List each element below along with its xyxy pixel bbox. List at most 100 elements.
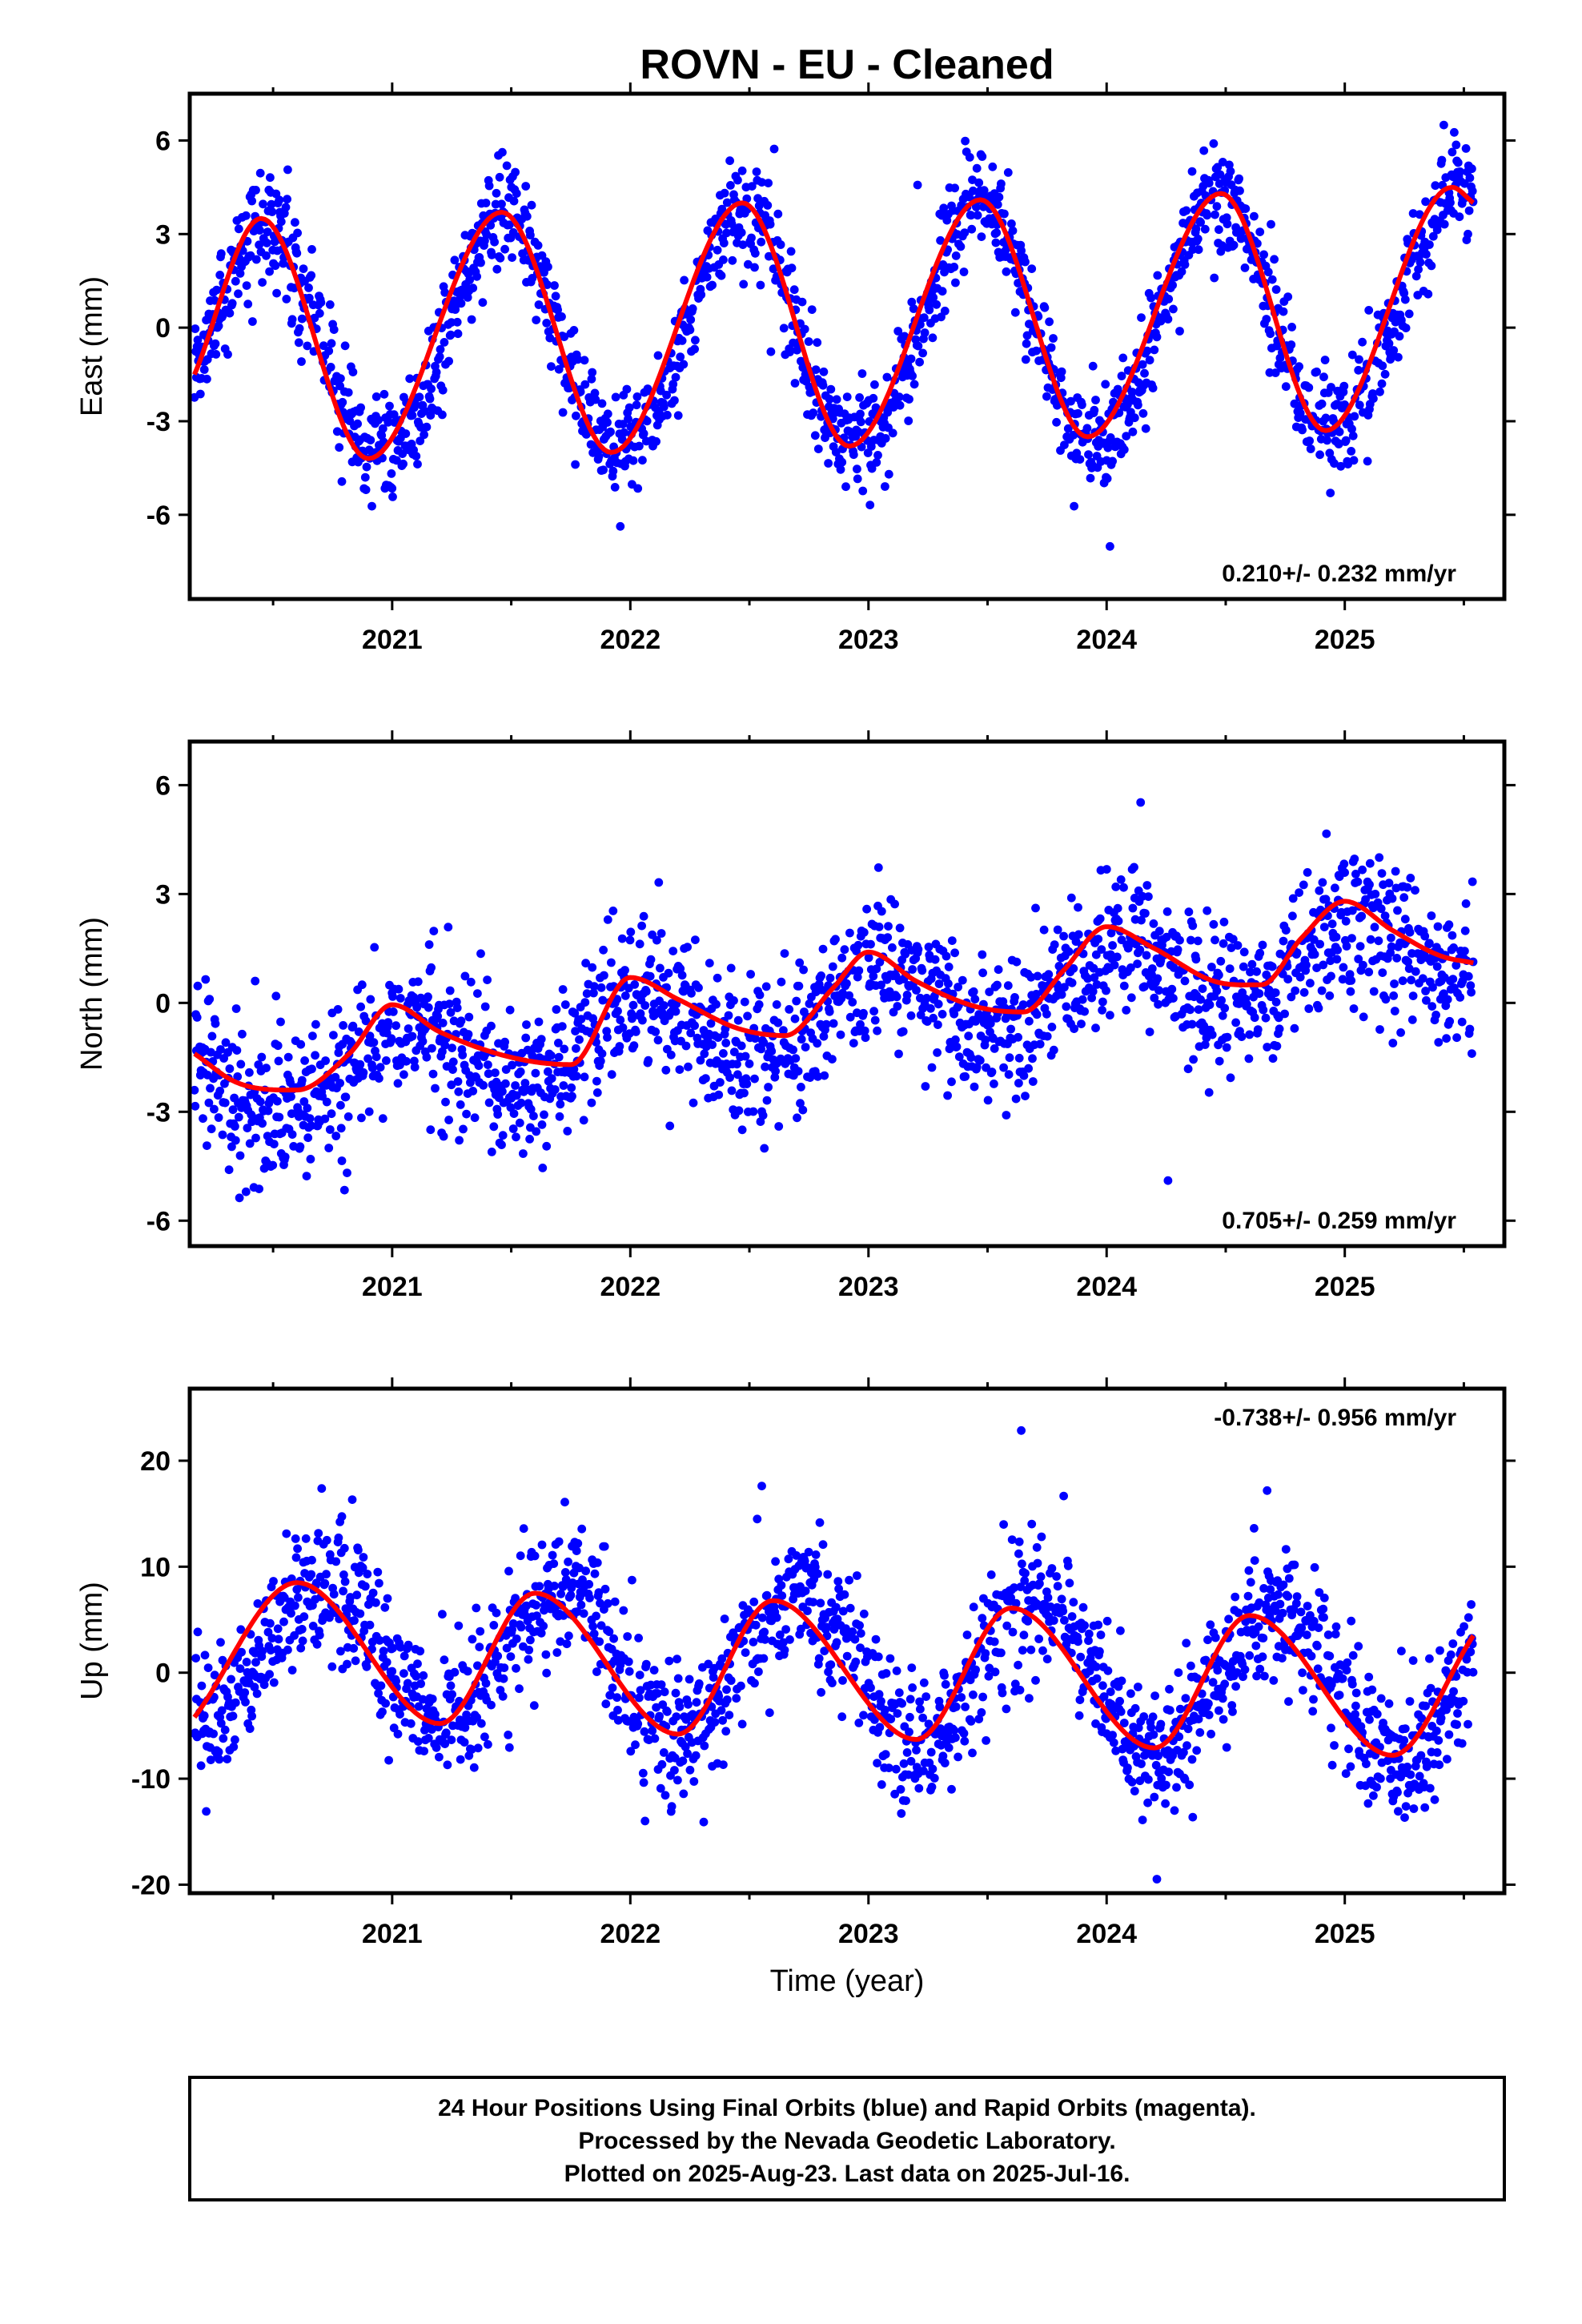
east-data-point	[271, 261, 280, 271]
up-data-point	[365, 1620, 375, 1630]
up-data-point	[977, 1708, 986, 1717]
north-data-point	[629, 1041, 639, 1050]
up-data-point	[579, 1609, 588, 1618]
east-data-point	[509, 196, 519, 206]
up-data-point	[396, 1642, 405, 1652]
east-data-point	[255, 168, 265, 178]
east-data-point	[1122, 432, 1131, 440]
east-data-point	[291, 218, 299, 227]
east-data-point	[304, 283, 313, 292]
east-data-point	[281, 203, 291, 212]
up-data-point	[359, 1553, 368, 1562]
north-data-point	[204, 1098, 214, 1108]
north-data-point	[224, 1165, 234, 1175]
east-data-point	[251, 255, 261, 264]
north-data-point	[1095, 914, 1105, 923]
figure-title: ROVN - EU - Cleaned	[640, 42, 1054, 88]
up-data-point	[1016, 1582, 1026, 1591]
east-data-point	[717, 204, 727, 214]
up-data-point	[577, 1524, 587, 1534]
east-data-point	[478, 298, 488, 308]
north-data-point	[410, 1063, 420, 1072]
north-data-point	[1355, 942, 1365, 951]
up-data-point	[833, 1577, 843, 1586]
north-data-point	[825, 1007, 834, 1016]
up-data-point	[1127, 1777, 1137, 1787]
east-data-point	[497, 199, 506, 209]
north-data-point	[1321, 895, 1331, 904]
east-data-point	[1465, 173, 1475, 183]
up-data-point	[572, 1607, 582, 1616]
north-data-point	[1092, 980, 1102, 989]
east-data-point	[638, 456, 647, 465]
up-data-point	[329, 1590, 339, 1599]
east-data-point	[825, 395, 834, 404]
north-data-point	[1339, 963, 1348, 972]
north-data-point	[538, 1164, 548, 1172]
north-data-point	[1388, 1039, 1398, 1047]
east-rate-label: 0.210+/- 0.232 mm/yr	[1222, 561, 1456, 587]
up-data-point	[251, 1658, 260, 1667]
north-data-point	[1059, 931, 1068, 941]
east-data-point	[882, 372, 892, 382]
north-data-point	[853, 972, 862, 982]
north-data-point	[484, 1069, 493, 1079]
north-data-point	[1136, 798, 1146, 807]
north-data-point	[1218, 1011, 1227, 1020]
north-data-point	[1306, 979, 1315, 988]
up-data-point	[884, 1763, 893, 1773]
east-data-point	[573, 355, 583, 364]
east-data-point	[857, 369, 867, 378]
east-data-point	[336, 374, 345, 383]
north-data-point	[596, 983, 606, 992]
up-data-point	[1010, 1679, 1020, 1689]
east-data-point	[1305, 436, 1314, 445]
up-data-point	[981, 1649, 990, 1659]
east-data-point	[972, 203, 981, 211]
east-data-point	[1425, 240, 1434, 249]
up-data-point	[640, 1727, 649, 1736]
north-data-point	[400, 1070, 408, 1080]
north-data-point	[1342, 942, 1351, 951]
up-data-point	[594, 1588, 604, 1597]
north-data-point	[480, 1002, 490, 1011]
up-data-point	[907, 1663, 917, 1673]
north-data-point	[231, 1004, 241, 1013]
east-x-tick-label: 2025	[1315, 625, 1375, 655]
north-data-point	[944, 979, 953, 988]
east-data-point	[487, 250, 496, 259]
north-y-tick-label: 6	[155, 770, 171, 801]
east-data-point	[1320, 356, 1330, 364]
north-data-point	[343, 1112, 353, 1121]
north-data-point	[666, 1050, 676, 1059]
east-data-point	[950, 183, 959, 193]
up-data-point	[502, 1643, 512, 1653]
east-data-point	[939, 203, 949, 213]
east-data-point	[1146, 293, 1156, 303]
up-data-point	[1106, 1687, 1115, 1697]
east-data-point	[979, 186, 989, 195]
north-data-point	[797, 1035, 806, 1044]
up-data-point	[473, 1743, 483, 1753]
north-data-point	[1064, 947, 1074, 956]
north-data-point	[303, 1133, 313, 1143]
east-data-point	[335, 443, 344, 452]
north-data-point	[1193, 936, 1203, 946]
north-data-point	[536, 1035, 546, 1043]
north-data-point	[283, 1052, 293, 1062]
east-data-point	[216, 249, 226, 259]
up-data-point	[754, 1667, 763, 1676]
north-data-point	[1054, 962, 1064, 971]
north-data-point	[550, 1085, 560, 1094]
up-data-point	[236, 1625, 246, 1634]
up-data-point	[347, 1495, 357, 1504]
up-data-point	[905, 1727, 913, 1737]
north-data-point	[474, 1061, 484, 1071]
east-data-point	[765, 219, 775, 229]
up-data-point	[897, 1809, 906, 1818]
north-data-point	[845, 991, 853, 1000]
east-data-point	[913, 180, 922, 190]
north-data-point	[652, 935, 661, 945]
east-data-point	[1177, 267, 1186, 276]
